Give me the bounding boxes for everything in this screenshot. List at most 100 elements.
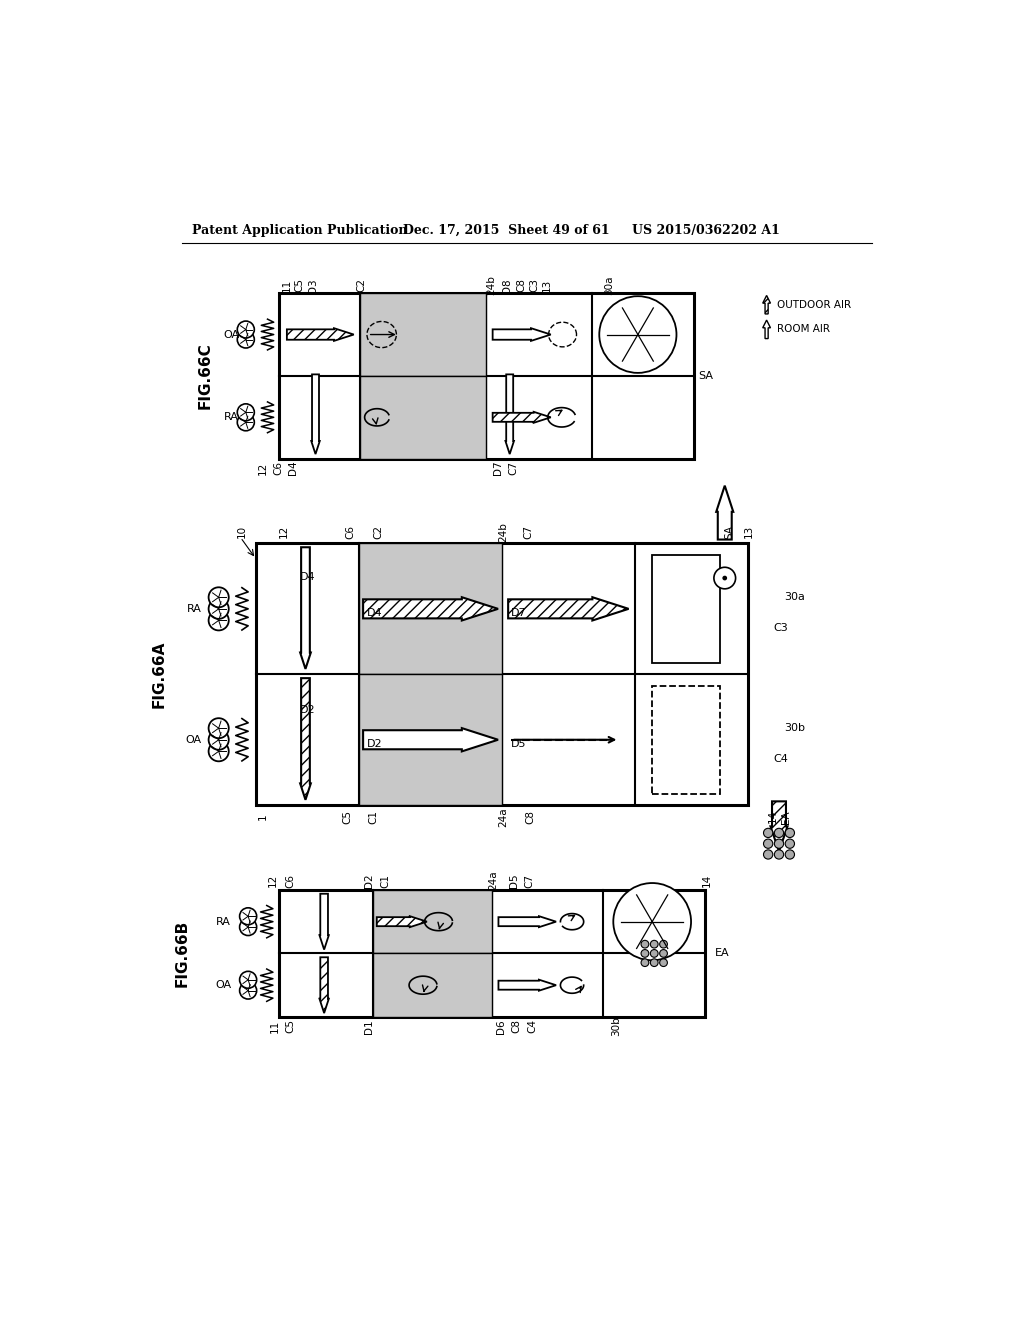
- Text: C6: C6: [286, 874, 295, 887]
- Circle shape: [764, 840, 773, 849]
- Text: OUTDOOR AIR: OUTDOOR AIR: [777, 300, 852, 310]
- Circle shape: [659, 958, 668, 966]
- Text: 13: 13: [543, 279, 552, 292]
- Polygon shape: [508, 597, 629, 620]
- Text: 14: 14: [767, 810, 777, 824]
- Polygon shape: [499, 916, 556, 927]
- Text: 12: 12: [280, 525, 289, 539]
- Text: C7: C7: [523, 525, 534, 539]
- Circle shape: [641, 958, 649, 966]
- Circle shape: [209, 599, 228, 619]
- Text: C5: C5: [342, 809, 352, 824]
- Polygon shape: [364, 729, 498, 751]
- Text: C7: C7: [524, 874, 535, 887]
- Polygon shape: [300, 548, 311, 669]
- Circle shape: [209, 610, 228, 631]
- Circle shape: [641, 940, 649, 948]
- Text: D8: D8: [502, 279, 512, 293]
- Text: 12: 12: [267, 874, 278, 887]
- Polygon shape: [493, 329, 551, 341]
- Bar: [360, 376, 486, 459]
- Circle shape: [659, 949, 668, 957]
- Circle shape: [764, 829, 773, 838]
- Circle shape: [238, 331, 254, 348]
- Text: FIG.66B: FIG.66B: [175, 920, 189, 987]
- Circle shape: [659, 940, 668, 948]
- Text: C5: C5: [286, 1019, 295, 1034]
- Text: D7: D7: [493, 461, 503, 475]
- Bar: [359, 544, 502, 675]
- Circle shape: [774, 829, 783, 838]
- Bar: [652, 686, 720, 793]
- Circle shape: [240, 972, 257, 989]
- Text: OA: OA: [215, 981, 231, 990]
- Text: C3: C3: [529, 279, 539, 293]
- Text: SA: SA: [725, 525, 735, 539]
- Text: EA: EA: [715, 949, 730, 958]
- Bar: [652, 554, 720, 663]
- Text: D2: D2: [300, 705, 315, 715]
- Bar: [373, 953, 493, 1016]
- Polygon shape: [377, 916, 427, 927]
- Text: Dec. 17, 2015  Sheet 49 of 61: Dec. 17, 2015 Sheet 49 of 61: [403, 223, 609, 236]
- Polygon shape: [319, 894, 329, 949]
- Text: C2: C2: [356, 279, 367, 293]
- Text: 10: 10: [237, 525, 247, 539]
- Text: C8: C8: [525, 809, 536, 824]
- Polygon shape: [770, 801, 787, 851]
- Text: C8: C8: [512, 1019, 521, 1034]
- Polygon shape: [300, 678, 311, 800]
- Circle shape: [209, 730, 228, 750]
- Text: D4: D4: [367, 607, 383, 618]
- Text: 1: 1: [258, 813, 268, 820]
- Circle shape: [722, 576, 727, 581]
- Polygon shape: [311, 375, 319, 454]
- Polygon shape: [499, 979, 556, 991]
- Circle shape: [785, 850, 795, 859]
- Text: C4: C4: [773, 754, 788, 764]
- Polygon shape: [763, 296, 770, 314]
- Circle shape: [764, 850, 773, 859]
- Circle shape: [774, 850, 783, 859]
- Text: 14: 14: [701, 874, 712, 887]
- Circle shape: [240, 982, 257, 999]
- Circle shape: [774, 840, 783, 849]
- Text: 24a: 24a: [498, 807, 508, 826]
- Circle shape: [209, 587, 228, 607]
- Polygon shape: [506, 375, 514, 454]
- Text: C6: C6: [273, 461, 283, 475]
- Text: C5: C5: [295, 279, 304, 293]
- Bar: [280, 293, 693, 459]
- Text: D2: D2: [367, 739, 383, 748]
- Text: D1: D1: [364, 1019, 374, 1034]
- Polygon shape: [493, 412, 551, 422]
- Text: D2: D2: [364, 874, 374, 888]
- Circle shape: [240, 919, 257, 936]
- Text: OA: OA: [223, 330, 240, 339]
- Text: 24a: 24a: [488, 871, 499, 891]
- Text: FIG.66A: FIG.66A: [152, 640, 167, 708]
- Text: D6: D6: [496, 1019, 506, 1034]
- Circle shape: [785, 840, 795, 849]
- Circle shape: [599, 296, 677, 372]
- Circle shape: [650, 958, 658, 966]
- Circle shape: [641, 949, 649, 957]
- Circle shape: [785, 829, 795, 838]
- Text: 11: 11: [282, 279, 292, 292]
- Text: D7: D7: [511, 607, 526, 618]
- Text: 24b: 24b: [498, 521, 508, 541]
- Text: C7: C7: [508, 461, 518, 475]
- Text: D5: D5: [511, 739, 526, 748]
- Text: 30a: 30a: [784, 593, 805, 602]
- Circle shape: [238, 321, 254, 338]
- Text: 30b: 30b: [611, 1016, 621, 1036]
- Text: C8: C8: [516, 279, 526, 293]
- Text: C4: C4: [527, 1019, 538, 1034]
- Text: RA: RA: [186, 603, 202, 614]
- Text: FIG.66C: FIG.66C: [198, 343, 213, 409]
- Polygon shape: [763, 321, 770, 339]
- Polygon shape: [287, 329, 353, 341]
- Text: RA: RA: [216, 916, 230, 927]
- Text: 24b: 24b: [486, 276, 497, 296]
- Circle shape: [209, 718, 228, 738]
